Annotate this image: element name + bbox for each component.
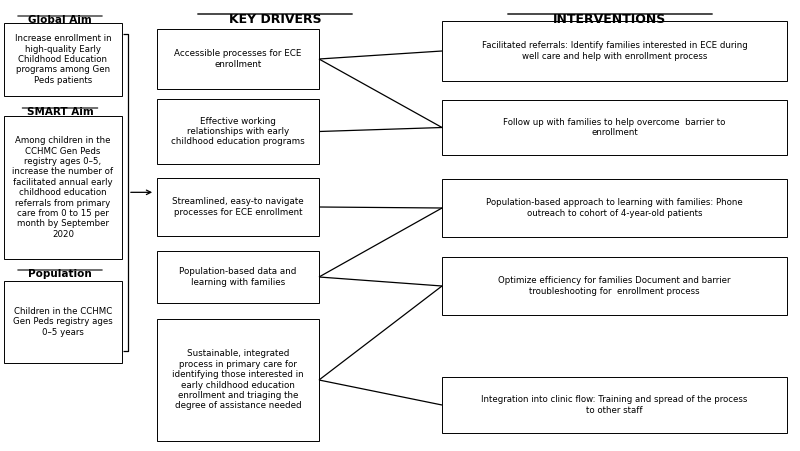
Text: Sustainable, integrated
process in primary care for
identifying those interested: Sustainable, integrated process in prima… bbox=[172, 350, 304, 410]
Text: Children in the CCHMC
Gen Peds registry ages
0–5 years: Children in the CCHMC Gen Peds registry … bbox=[13, 307, 113, 337]
FancyBboxPatch shape bbox=[4, 281, 122, 363]
Text: Population-based data and
learning with families: Population-based data and learning with … bbox=[179, 267, 297, 287]
FancyBboxPatch shape bbox=[157, 251, 319, 303]
Text: Global Aim: Global Aim bbox=[28, 15, 92, 25]
FancyBboxPatch shape bbox=[157, 29, 319, 89]
Text: Among children in the
CCHMC Gen Peds
registry ages 0–5,
increase the number of
f: Among children in the CCHMC Gen Peds reg… bbox=[13, 136, 114, 239]
Text: Population: Population bbox=[28, 269, 92, 279]
Text: Streamlined, easy-to navigate
processes for ECE enrollment: Streamlined, easy-to navigate processes … bbox=[172, 197, 304, 216]
FancyBboxPatch shape bbox=[157, 319, 319, 441]
Text: Follow up with families to help overcome  barrier to
enrollment: Follow up with families to help overcome… bbox=[503, 118, 726, 137]
FancyBboxPatch shape bbox=[4, 23, 122, 96]
Text: SMART Aim: SMART Aim bbox=[26, 107, 94, 117]
Text: Facilitated referrals: Identify families interested in ECE during
well care and : Facilitated referrals: Identify families… bbox=[482, 41, 747, 61]
FancyBboxPatch shape bbox=[157, 99, 319, 164]
Text: INTERVENTIONS: INTERVENTIONS bbox=[554, 13, 666, 26]
FancyBboxPatch shape bbox=[4, 116, 122, 259]
FancyBboxPatch shape bbox=[442, 21, 787, 81]
FancyBboxPatch shape bbox=[442, 179, 787, 237]
Text: Increase enrollment in
high-quality Early
Childhood Education
programs among Gen: Increase enrollment in high-quality Earl… bbox=[14, 34, 111, 85]
Text: Accessible processes for ECE
enrollment: Accessible processes for ECE enrollment bbox=[174, 49, 302, 69]
Text: Population-based approach to learning with families: Phone
outreach to cohort of: Population-based approach to learning wi… bbox=[486, 198, 743, 218]
Text: Effective working
relationships with early
childhood education programs: Effective working relationships with ear… bbox=[171, 117, 305, 147]
FancyBboxPatch shape bbox=[442, 377, 787, 433]
FancyBboxPatch shape bbox=[157, 178, 319, 236]
FancyBboxPatch shape bbox=[442, 257, 787, 315]
Text: Integration into clinic flow: Training and spread of the process
to other staff: Integration into clinic flow: Training a… bbox=[482, 395, 748, 415]
Text: KEY DRIVERS: KEY DRIVERS bbox=[229, 13, 322, 26]
FancyBboxPatch shape bbox=[442, 100, 787, 155]
Text: Optimize efficiency for families Document and barrier
troubleshooting for  enrol: Optimize efficiency for families Documen… bbox=[498, 276, 730, 296]
